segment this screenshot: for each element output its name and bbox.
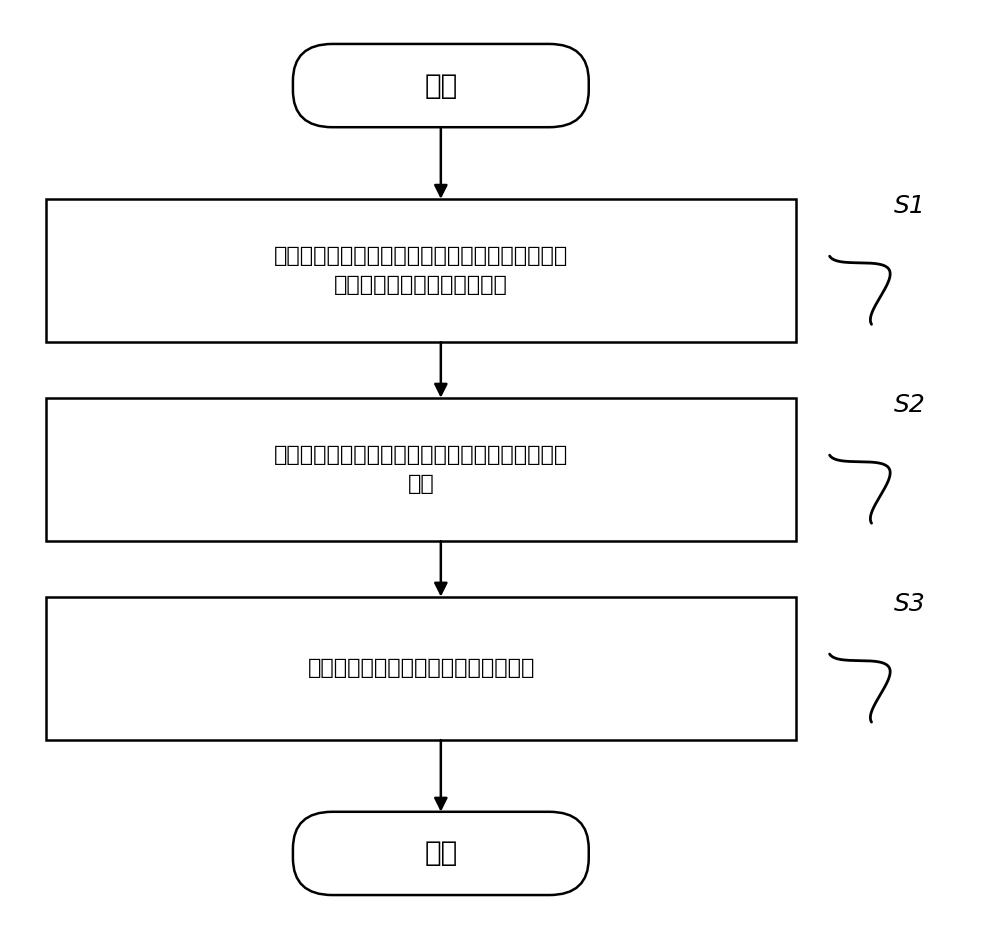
FancyBboxPatch shape [46, 596, 796, 740]
Text: 结束: 结束 [424, 839, 457, 868]
FancyBboxPatch shape [293, 44, 589, 127]
Text: 开始: 开始 [424, 71, 457, 100]
FancyBboxPatch shape [293, 812, 589, 895]
Text: 云端服务器，根据诊断仪的请求发送车辆信息至诊
断仪: 云端服务器，根据诊断仪的请求发送车辆信息至诊 断仪 [274, 445, 568, 494]
Text: 诊断仪，通过车辆通讯接口与待操作车辆连接，获
取待操作车辆状态及故障信息: 诊断仪，通过车辆通讯接口与待操作车辆连接，获 取待操作车辆状态及故障信息 [274, 246, 568, 296]
Text: S2: S2 [893, 393, 925, 417]
Text: S3: S3 [893, 592, 925, 616]
Text: S1: S1 [893, 193, 925, 218]
Text: 诊断仪，进行汽车故障诊断并显示结果: 诊断仪，进行汽车故障诊断并显示结果 [307, 658, 535, 678]
FancyBboxPatch shape [46, 199, 796, 343]
FancyBboxPatch shape [46, 398, 796, 541]
